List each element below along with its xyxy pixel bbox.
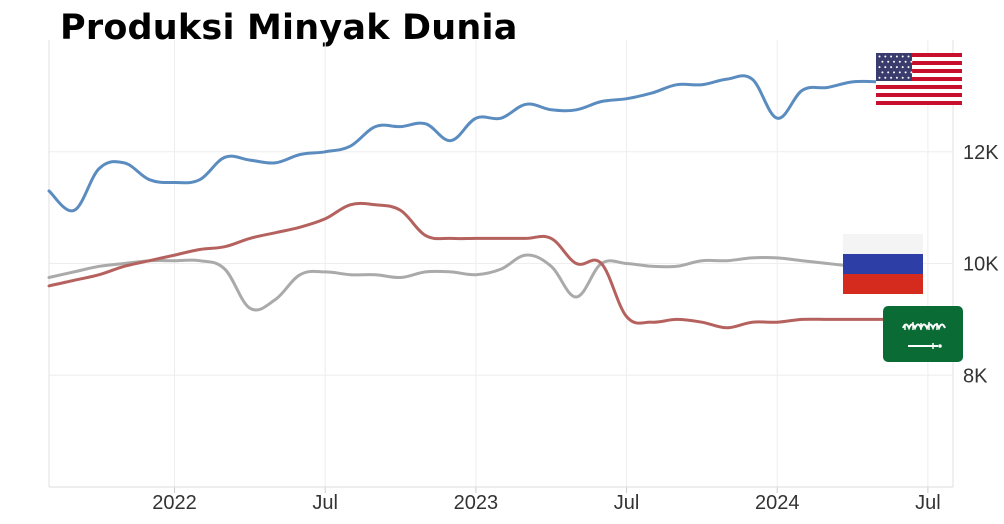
x-tick-label: 2022 — [152, 492, 197, 514]
x-tick-label: Jul — [915, 492, 941, 514]
series-lines — [47, 74, 905, 330]
y-tick-label: 8K — [963, 365, 988, 387]
united-states-series-line — [47, 74, 905, 213]
x-tick-label: 2024 — [755, 492, 800, 514]
chart-title: Produksi Minyak Dunia — [60, 8, 518, 48]
united-states-flag — [876, 53, 962, 105]
tick-labels: 2022 Jul 2023 Jul 2024 Jul 8K 10K 12K — [152, 142, 999, 514]
x-tick-label: Jul — [614, 492, 640, 514]
saudi-arabia-series-line — [47, 201, 905, 330]
axes — [48, 40, 954, 493]
grid — [49, 40, 953, 487]
y-tick-label: 10K — [963, 254, 999, 276]
y-tick-label: 12K — [963, 142, 999, 164]
x-tick-label: Jul — [312, 492, 338, 514]
russia-series-line — [47, 253, 855, 312]
saudi-arabia-flag — [883, 306, 963, 362]
x-tick-label: 2023 — [454, 492, 499, 514]
russia-flag — [843, 234, 923, 294]
